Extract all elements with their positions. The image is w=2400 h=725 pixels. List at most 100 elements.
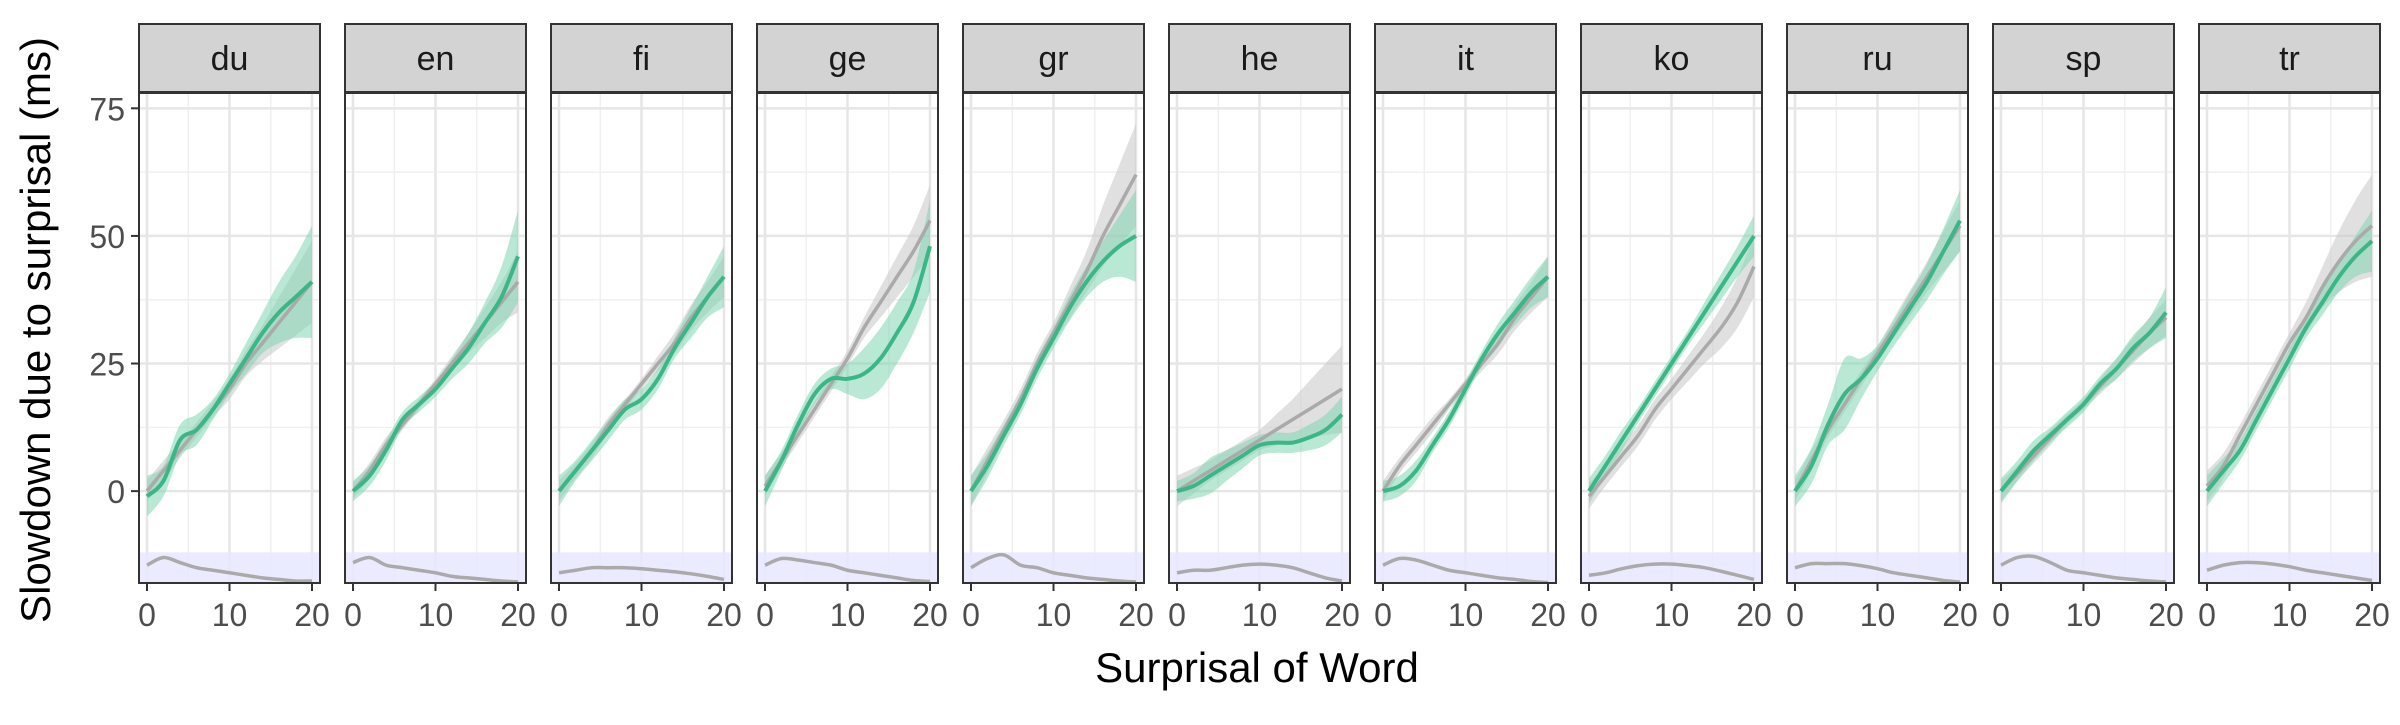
linear-fit-line: [2205, 224, 2374, 488]
density-line: [1588, 562, 1755, 582]
x-tick-label: 10: [1860, 597, 1896, 633]
facet-panel-it: it 0 10 20: [1374, 23, 1566, 633]
x-tick-label: 20: [294, 597, 330, 633]
x-tick-label: 10: [1242, 597, 1278, 633]
x-tick-label: 20: [912, 597, 948, 633]
smooth-fit-line: [1999, 311, 2168, 493]
linear-fit-line: [1381, 275, 1550, 493]
x-axis-title: Surprisal of Word: [1095, 644, 1419, 691]
facet-strip: [756, 23, 939, 93]
facet-strip: [1374, 23, 1557, 93]
facet-label: he: [1241, 40, 1279, 78]
panel-content: [1787, 93, 1968, 583]
density-band: [1581, 552, 1762, 583]
density-line: [558, 565, 725, 582]
facet-panel-du: du 0 10 20: [138, 23, 330, 633]
density-line: [1382, 556, 1549, 583]
y-axis: 0 25 50 75: [89, 91, 139, 510]
facet-panel-tr: tr 0 10 20: [2198, 23, 2390, 633]
density-line: [1794, 561, 1961, 583]
density-line: [2206, 560, 2373, 583]
x-tick-label: 0: [2198, 597, 2216, 633]
density-line: [146, 555, 313, 583]
smooth-fit-line: [1382, 275, 1550, 494]
smooth-fit-ci-band: [1795, 189, 1960, 507]
smooth-fit-line: [1176, 413, 1344, 494]
facet-strip: [1580, 23, 1763, 93]
facet-label: sp: [2066, 40, 2102, 78]
facet-panel-fi: fi 0 10 20: [550, 23, 742, 633]
facet-strip: [138, 23, 321, 93]
x-tick-label: 20: [1942, 597, 1978, 633]
x-tick-label: 0: [962, 597, 980, 633]
density-band: [345, 552, 526, 583]
y-axis-title: Slowdown due to surprisal (ms): [12, 37, 59, 623]
x-tick-label: 0: [1786, 597, 1804, 633]
density-line: [2000, 554, 2167, 583]
facet-strip: [1168, 23, 1351, 93]
smooth-fit-line: [557, 275, 726, 493]
panel-content: [551, 93, 732, 583]
x-tick-label: 0: [550, 597, 568, 633]
facet-label: gr: [1038, 40, 1068, 78]
x-tick-label: 10: [1448, 597, 1484, 633]
facets-layer: 0 25 50 75 du 0 10 20 en 0 10 20 fi 0 10 20 ge 0 10 20 gr 0 10…: [89, 23, 2390, 633]
y-tick-label: 25: [89, 347, 125, 383]
x-tick-label: 10: [418, 597, 454, 633]
smooth-fit-line: [969, 234, 1138, 493]
smooth-fit-line: [2205, 239, 2374, 493]
linear-fit-line: [969, 173, 1138, 492]
smooth-fit-ci-band: [353, 210, 518, 502]
x-tick-label: 20: [1324, 597, 1360, 633]
linear-fit-ci-band: [1383, 256, 1548, 502]
facet-panel-en: en 0 10 20: [344, 23, 536, 633]
linear-fit-ci-band: [765, 184, 930, 497]
facet-panel-ru: ru 0 10 20: [1786, 23, 1978, 633]
facet-strip: [962, 23, 1145, 93]
smooth-fit-ci-band: [1589, 215, 1754, 504]
smooth-fit-ci-band: [1383, 256, 1548, 502]
x-tick-label: 20: [500, 597, 536, 633]
axis-titles: Surprisal of Word Slowdown due to surpri…: [12, 37, 1419, 691]
panel-content: [1375, 93, 1556, 583]
panel-content: [2199, 93, 2380, 583]
y-tick-label: 0: [107, 474, 125, 510]
facet-label: ge: [829, 40, 867, 78]
x-tick-label: 10: [2066, 597, 2102, 633]
panel-content: [1993, 93, 2174, 583]
x-tick-label: 20: [2148, 597, 2184, 633]
x-tick-label: 0: [1374, 597, 1392, 633]
x-tick-label: 10: [1654, 597, 1690, 633]
smooth-fit-ci-band: [2001, 286, 2166, 504]
smooth-fit-line: [1793, 219, 1962, 493]
facet-panel-ko: ko 0 10 20: [1580, 23, 1772, 633]
smooth-fit-line: [763, 245, 932, 493]
panel-content: [1581, 93, 1762, 583]
facet-strip: [1992, 23, 2175, 93]
smooth-fit-ci-band: [765, 200, 930, 507]
facet-label: ru: [1862, 40, 1892, 78]
x-tick-label: 10: [1036, 597, 1072, 633]
x-tick-label: 0: [1992, 597, 2010, 633]
linear-fit-ci-band: [1589, 235, 1754, 509]
density-line: [352, 555, 519, 583]
x-tick-label: 20: [2354, 597, 2390, 633]
x-tick-label: 20: [1118, 597, 1154, 633]
facet-label: en: [417, 40, 455, 78]
x-tick-label: 10: [830, 597, 866, 633]
facet-panel-gr: gr 0 10 20: [962, 23, 1154, 633]
x-tick-label: 0: [756, 597, 774, 633]
y-tick-label: 50: [89, 219, 125, 255]
smooth-fit-line: [145, 280, 314, 498]
panel-content: [345, 93, 526, 583]
panel-content: [757, 93, 938, 583]
facet-panel-sp: sp 0 10 20: [1992, 23, 2184, 633]
facet-panel-ge: ge 0 10 20: [756, 23, 948, 633]
panel-content: [139, 93, 320, 583]
facet-strip: [550, 23, 733, 93]
facet-label: du: [211, 40, 249, 78]
x-tick-label: 10: [2272, 597, 2308, 633]
smooth-fit-line: [1587, 234, 1756, 493]
